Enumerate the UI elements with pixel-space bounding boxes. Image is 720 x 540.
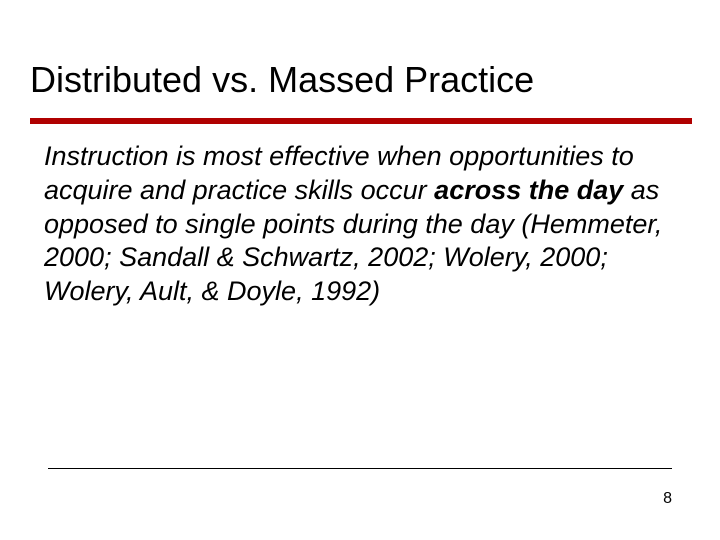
slide-body: Instruction is most effective when oppor… [44, 140, 674, 309]
slide-title: Distributed vs. Massed Practice [30, 60, 690, 100]
slide: Distributed vs. Massed Practice Instruct… [0, 0, 720, 540]
page-number: 8 [663, 490, 672, 508]
body-text-bold: across the day [434, 175, 623, 205]
title-underline [30, 118, 692, 124]
footer-rule [48, 468, 672, 469]
